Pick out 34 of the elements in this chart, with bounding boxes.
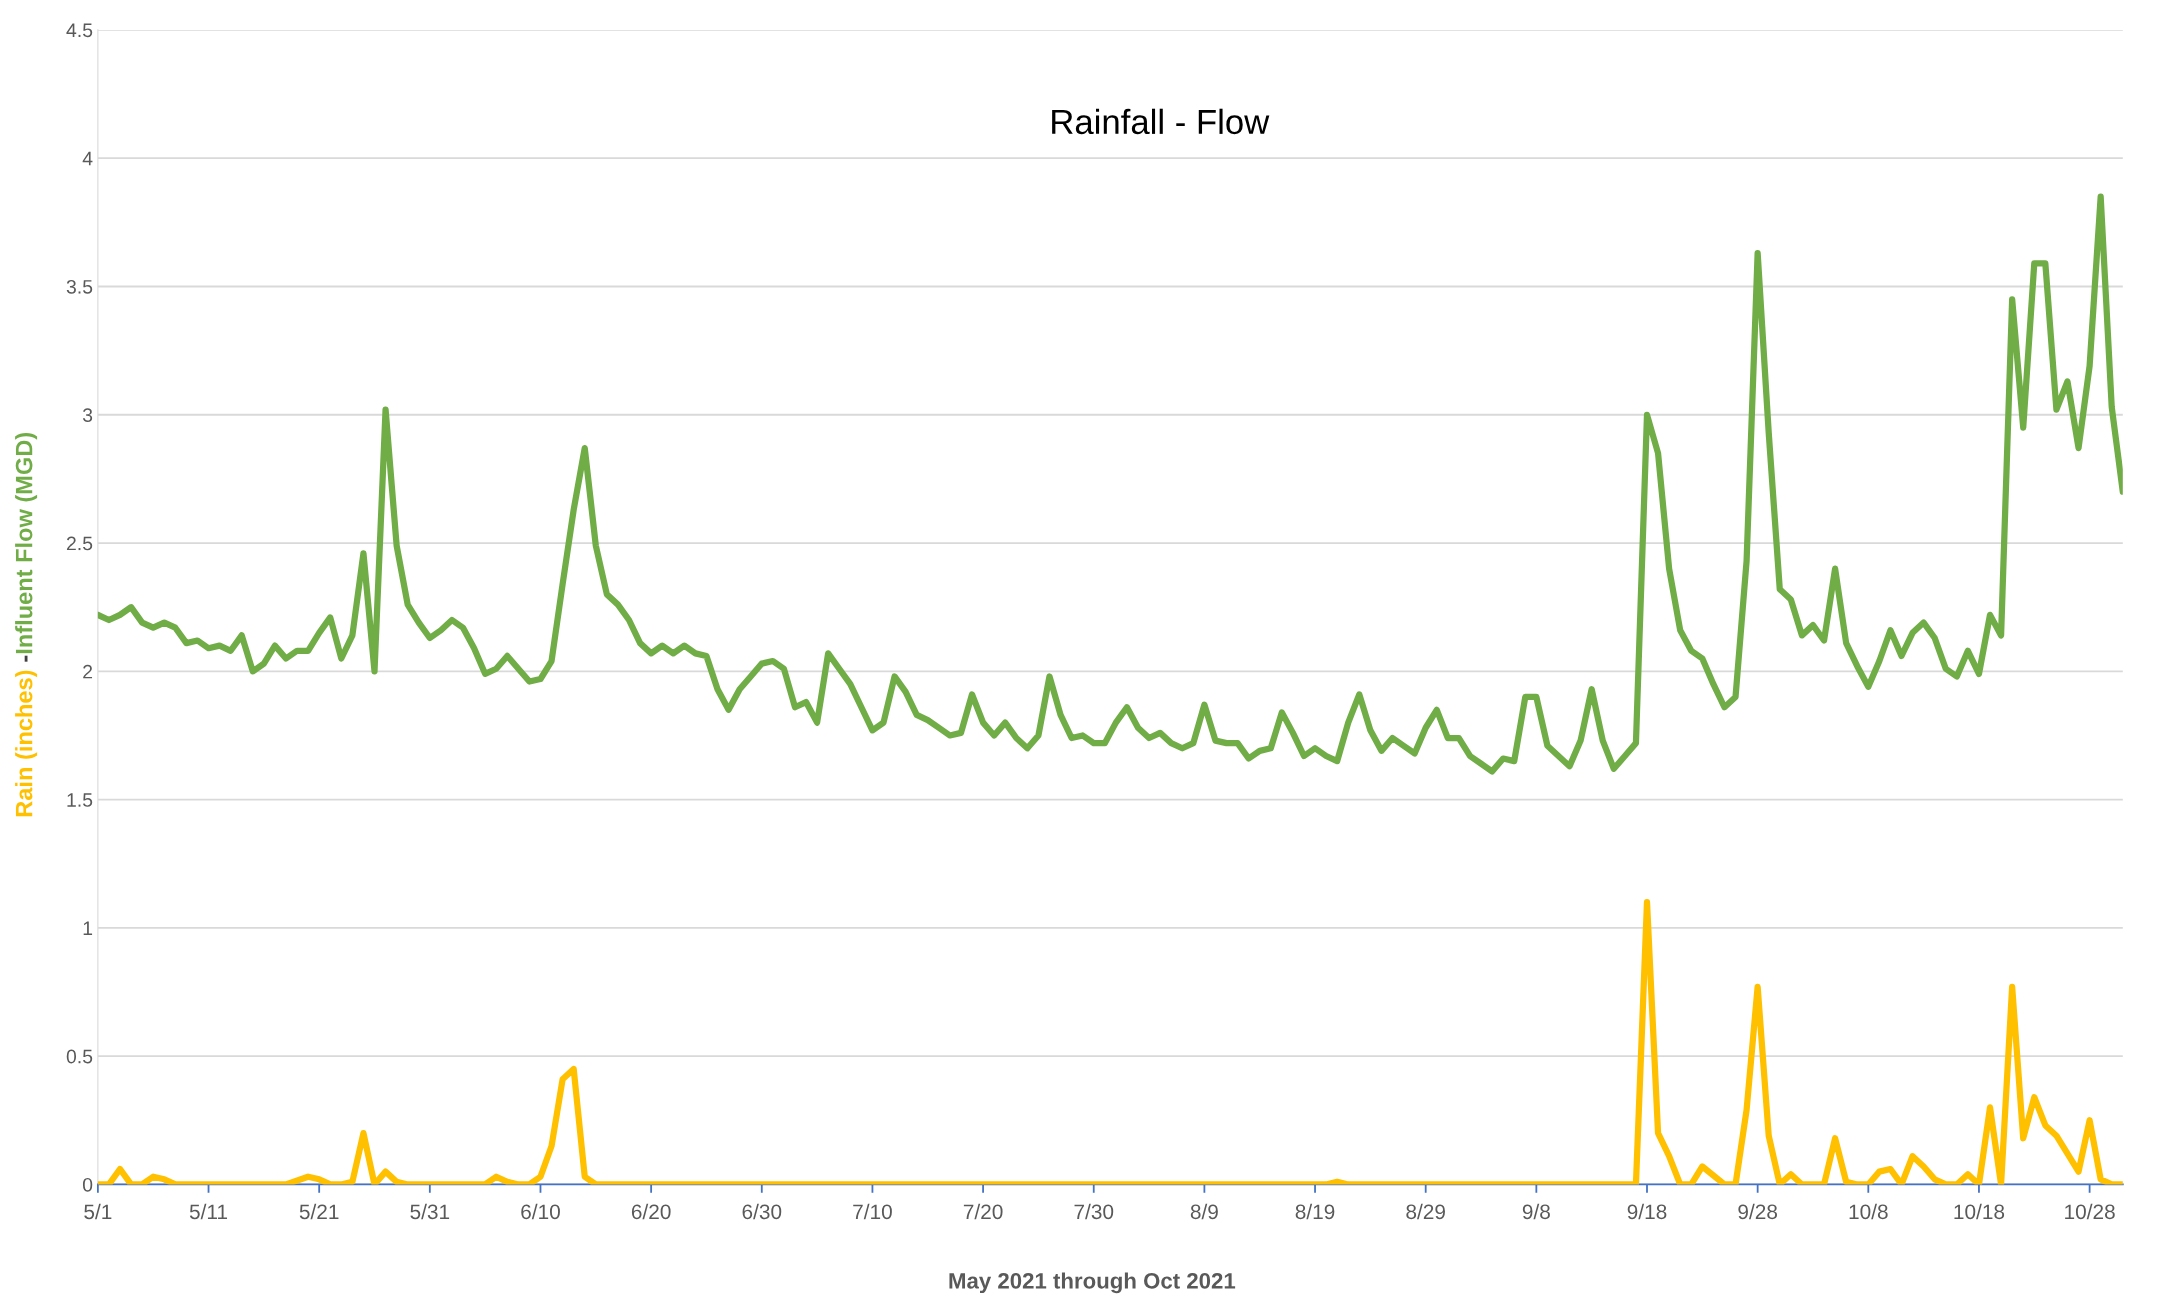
x-tick-label: 5/21 — [299, 1203, 339, 1220]
y-tick-label: 4.5 — [66, 23, 93, 38]
x-tick-label: 5/31 — [410, 1203, 450, 1220]
y-tick-label: 1 — [83, 921, 93, 935]
x-axis-title: May 2021 through Oct 2021 — [949, 1272, 1236, 1294]
x-tick-label: 7/20 — [963, 1203, 1003, 1220]
x-tick-label: 9/8 — [1522, 1203, 1550, 1220]
x-tick-label: 10/28 — [2065, 1203, 2115, 1220]
x-tick-label: 9/28 — [1738, 1203, 1778, 1220]
x-tick-label: 8/9 — [1190, 1203, 1218, 1220]
x-tick-label: 10/8 — [1849, 1203, 1888, 1220]
x-tick-label: 6/30 — [742, 1203, 782, 1220]
x-tick-label: 5/11 — [189, 1203, 228, 1220]
y-tick-label: 2.5 — [66, 536, 93, 551]
x-tick-label: 5/1 — [84, 1203, 112, 1220]
x-tick-label: 6/20 — [631, 1203, 671, 1220]
x-tick-label: 8/19 — [1295, 1203, 1335, 1220]
text: Rain (inches) — [15, 670, 38, 817]
y-tick-label: 3 — [82, 408, 93, 422]
y-tick-label: 0 — [82, 1177, 93, 1192]
x-tick-label: 7/30 — [1074, 1203, 1114, 1220]
y-axis-title: - — [24, 655, 28, 662]
y-tick-label: 3.5 — [66, 279, 93, 294]
x-tick-label: 8/29 — [1406, 1203, 1445, 1220]
y-tick-label: 1.5 — [67, 793, 93, 807]
text: Influent Flow (MGD) — [15, 432, 38, 654]
y-tick-label: 4 — [82, 151, 93, 166]
y-tick-label: 2 — [83, 664, 93, 679]
x-tick-label: 6/10 — [521, 1203, 560, 1220]
x-tick-label: 10/18 — [1954, 1203, 2005, 1220]
x-tick-label: 9/18 — [1627, 1203, 1667, 1220]
x-tick-label: 7/10 — [853, 1203, 892, 1220]
y-tick-label: 0.5 — [66, 1049, 93, 1064]
text: Rainfall - Flow — [1052, 108, 1270, 135]
